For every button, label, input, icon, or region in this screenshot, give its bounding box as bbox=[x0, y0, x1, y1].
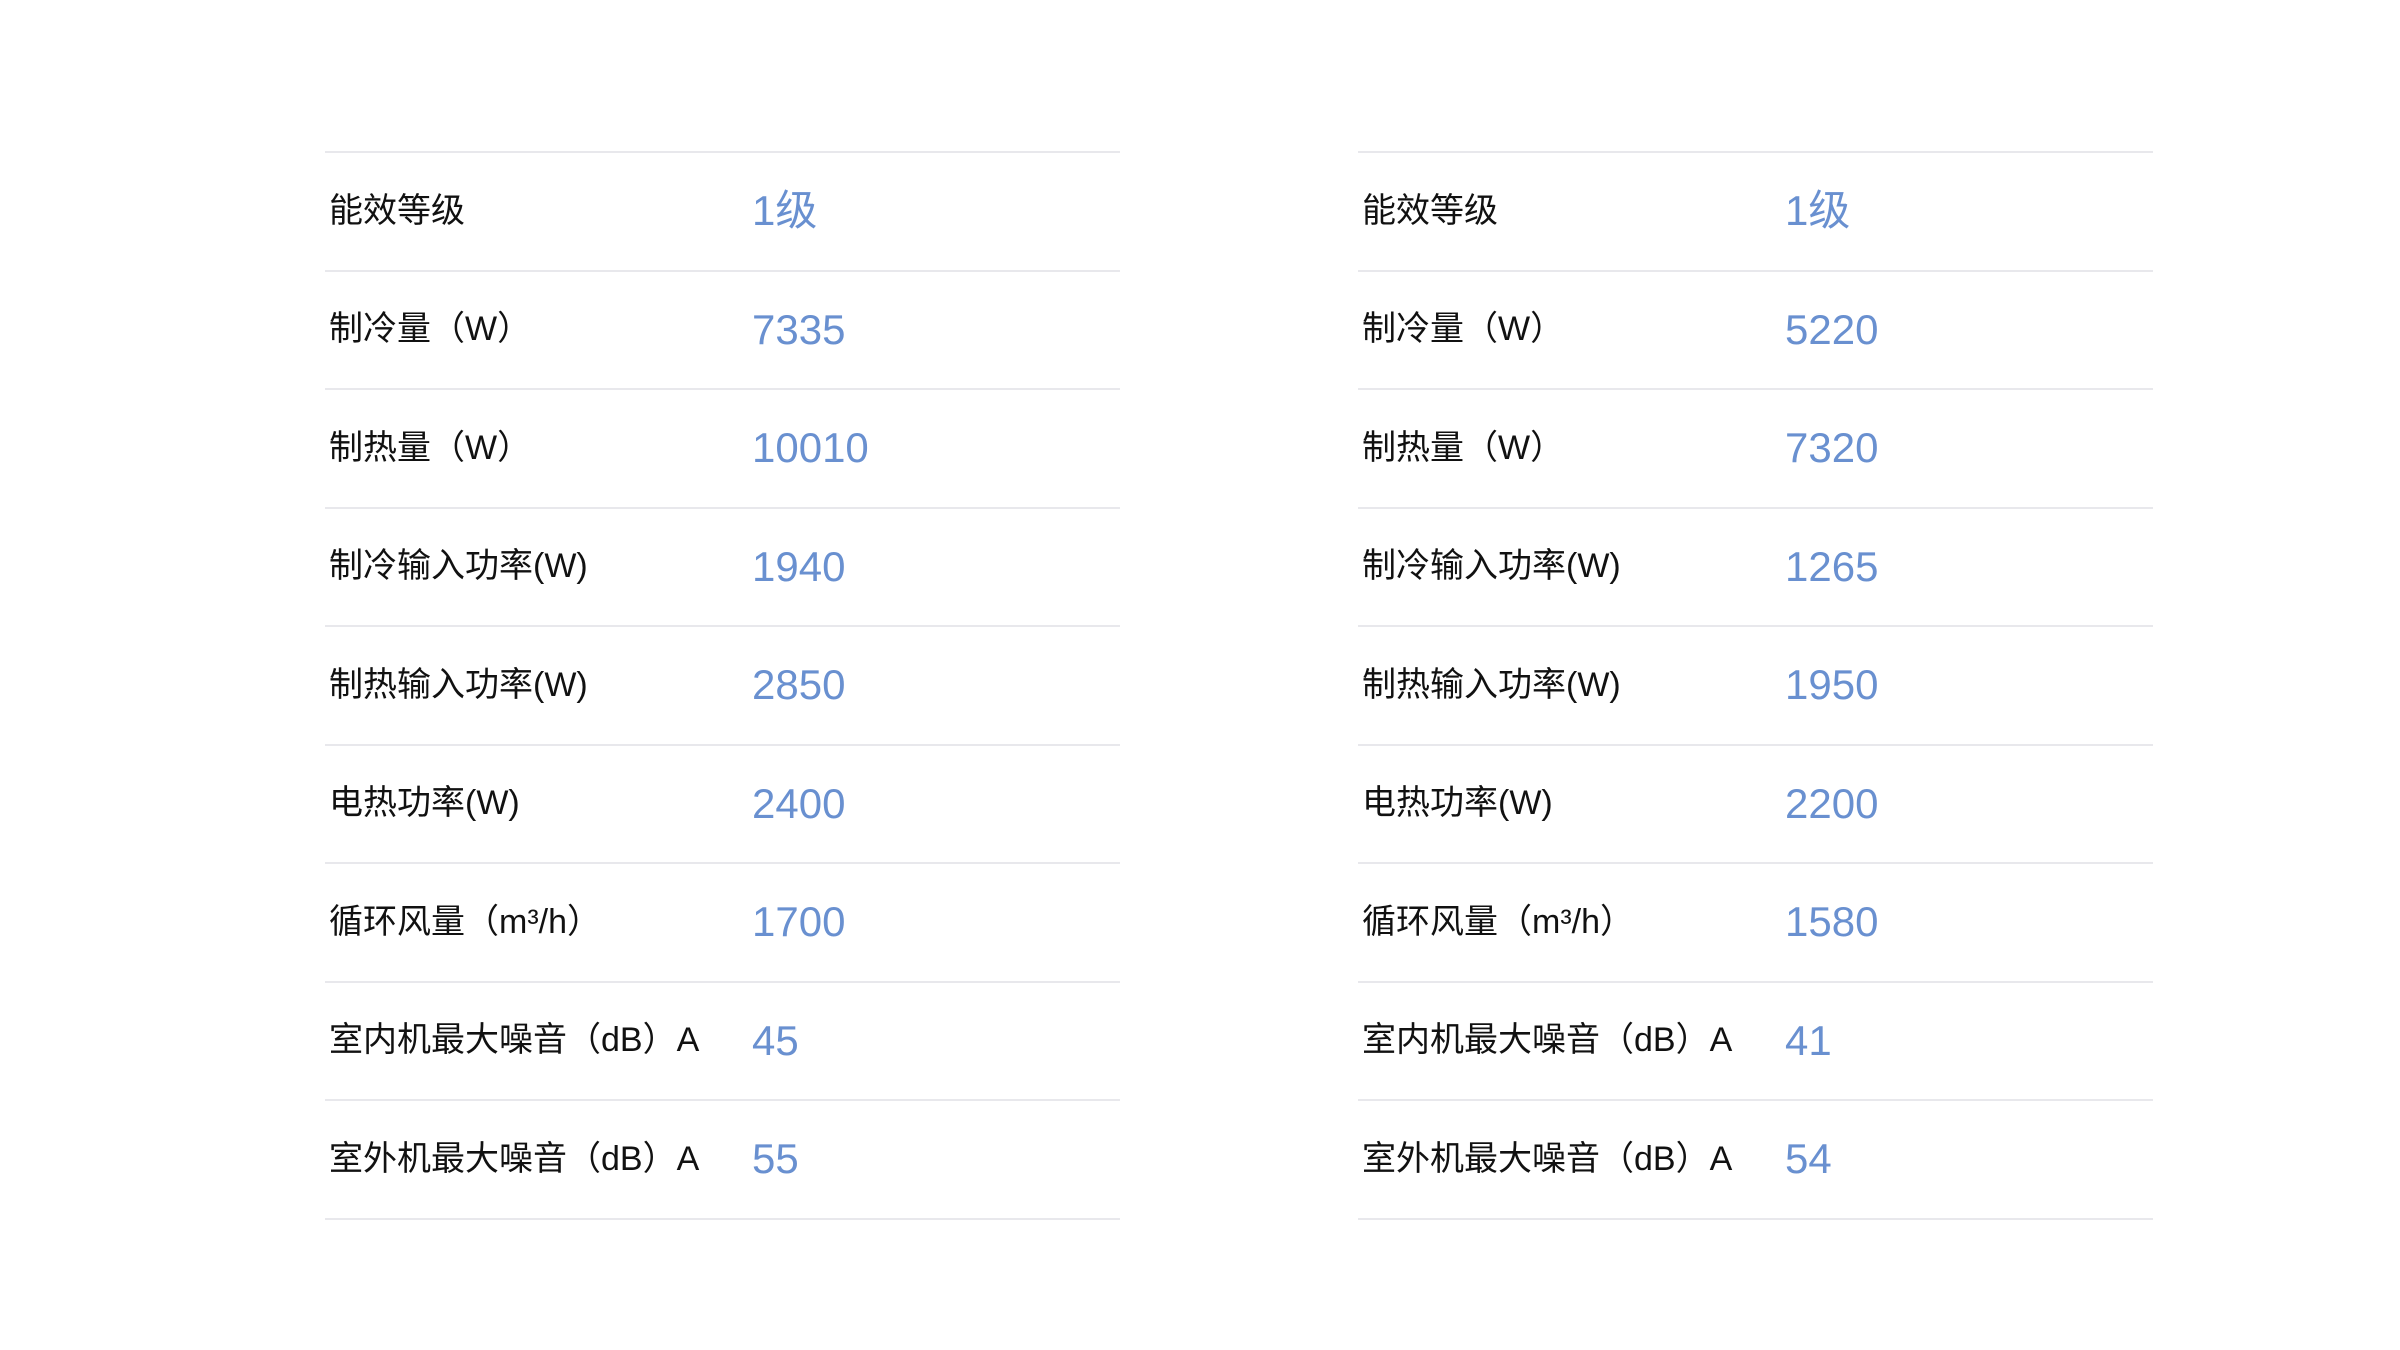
spec-row: 能效等级 1级 bbox=[325, 153, 1120, 272]
spec-label: 制热输入功率(W) bbox=[1362, 665, 1621, 704]
spec-row: 制冷输入功率(W) 1265 bbox=[1358, 509, 2153, 627]
spec-row: 制热量（W） 10010 bbox=[325, 390, 1120, 509]
spec-value: 1940 bbox=[752, 542, 846, 590]
spec-label: 循环风量（m³/h） bbox=[329, 902, 601, 941]
spec-value: 1700 bbox=[752, 898, 846, 946]
spec-value: 1265 bbox=[1785, 542, 1879, 590]
spec-value: 5220 bbox=[1785, 305, 1879, 353]
spec-label: 制冷量（W） bbox=[1362, 310, 1565, 349]
spec-row: 制冷输入功率(W) 1940 bbox=[325, 509, 1120, 627]
spec-value: 7335 bbox=[752, 305, 846, 353]
spec-label: 制热量（W） bbox=[1362, 428, 1565, 467]
spec-value: 55 bbox=[752, 1135, 799, 1183]
spec-label: 室内机最大噪音（dB）A bbox=[1362, 1021, 1733, 1060]
spec-label: 室外机最大噪音（dB）A bbox=[1362, 1139, 1733, 1178]
spec-label: 循环风量（m³/h） bbox=[1362, 902, 1634, 941]
spec-row: 室内机最大噪音（dB）A 41 bbox=[1358, 983, 2153, 1101]
spec-value: 54 bbox=[1785, 1135, 1832, 1183]
spec-row: 循环风量（m³/h） 1580 bbox=[1358, 864, 2153, 983]
spec-row: 室内机最大噪音（dB）A 45 bbox=[325, 983, 1120, 1101]
spec-value: 2400 bbox=[752, 779, 846, 827]
spec-value: 1级 bbox=[752, 187, 818, 235]
spec-row: 室外机最大噪音（dB）A 55 bbox=[325, 1101, 1120, 1220]
spec-row: 室外机最大噪音（dB）A 54 bbox=[1358, 1101, 2153, 1220]
spec-value: 2200 bbox=[1785, 779, 1879, 827]
spec-row: 电热功率(W) 2200 bbox=[1358, 746, 2153, 864]
spec-label: 电热功率(W) bbox=[329, 784, 520, 823]
spec-row: 制冷量（W） 7335 bbox=[325, 272, 1120, 390]
spec-label: 电热功率(W) bbox=[1362, 784, 1553, 823]
spec-row: 制热量（W） 7320 bbox=[1358, 390, 2153, 509]
spec-row: 能效等级 1级 bbox=[1358, 153, 2153, 272]
spec-value: 10010 bbox=[752, 424, 869, 472]
spec-row: 制冷量（W） 5220 bbox=[1358, 272, 2153, 390]
spec-label: 室外机最大噪音（dB）A bbox=[329, 1139, 700, 1178]
spec-label: 制冷量（W） bbox=[329, 310, 532, 349]
spec-label: 能效等级 bbox=[329, 191, 465, 230]
spec-row: 制热输入功率(W) 1950 bbox=[1358, 627, 2153, 746]
spec-value: 7320 bbox=[1785, 424, 1879, 472]
spec-value: 41 bbox=[1785, 1016, 1832, 1064]
spec-value: 45 bbox=[752, 1016, 799, 1064]
spec-value: 1级 bbox=[1785, 187, 1851, 235]
spec-row: 制热输入功率(W) 2850 bbox=[325, 627, 1120, 746]
spec-value: 2850 bbox=[752, 661, 846, 709]
spec-label: 能效等级 bbox=[1362, 191, 1498, 230]
spec-label: 室内机最大噪音（dB）A bbox=[329, 1021, 700, 1060]
spec-label: 制热输入功率(W) bbox=[329, 665, 588, 704]
spec-value: 1950 bbox=[1785, 661, 1879, 709]
spec-row: 循环风量（m³/h） 1700 bbox=[325, 864, 1120, 983]
spec-table-right: 能效等级 1级 制冷量（W） 5220 制热量（W） 7320 制冷输入功率(W… bbox=[1358, 151, 2153, 1220]
spec-table-left: 能效等级 1级 制冷量（W） 7335 制热量（W） 10010 制冷输入功率(… bbox=[325, 151, 1120, 1220]
spec-label: 制冷输入功率(W) bbox=[329, 547, 588, 586]
spec-label: 制热量（W） bbox=[329, 428, 532, 467]
spec-value: 1580 bbox=[1785, 898, 1879, 946]
spec-row: 电热功率(W) 2400 bbox=[325, 746, 1120, 864]
spec-label: 制冷输入功率(W) bbox=[1362, 547, 1621, 586]
